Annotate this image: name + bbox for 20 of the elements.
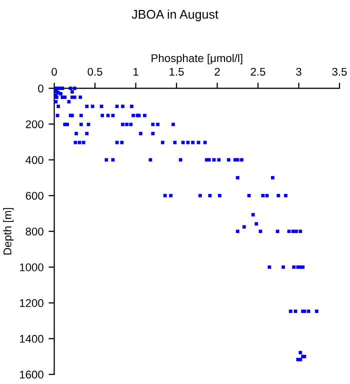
y-tick-label: 600 [26, 192, 44, 200]
x-tick-label: 0 [52, 68, 57, 76]
y-tick-label: 0 [38, 84, 44, 92]
x-axis-title: Phosphate [μmol/l] [152, 54, 242, 64]
x-tick-label: 1.5 [170, 68, 184, 76]
y-tick-label: 1000 [20, 263, 44, 272]
y-tick-label: 200 [26, 120, 44, 128]
y-axis-title: Depth [m] [3, 208, 14, 255]
x-tick-label: 2.5 [250, 68, 266, 76]
y-tick-label: 1200 [20, 299, 44, 308]
x-tick-label: 1 [134, 68, 138, 76]
x-tick-label: 0.5 [88, 68, 102, 76]
y-tick-label: 800 [26, 228, 44, 236]
y-tick-label: 400 [26, 156, 44, 164]
chart-title: JBOA in August [132, 10, 218, 22]
x-tick-label: 3 [296, 68, 302, 76]
y-tick-label: 1600 [20, 370, 44, 379]
x-tick-label: 3.5 [332, 68, 347, 76]
x-tick-label: 2 [214, 68, 220, 76]
y-tick-label: 1400 [20, 334, 44, 343]
